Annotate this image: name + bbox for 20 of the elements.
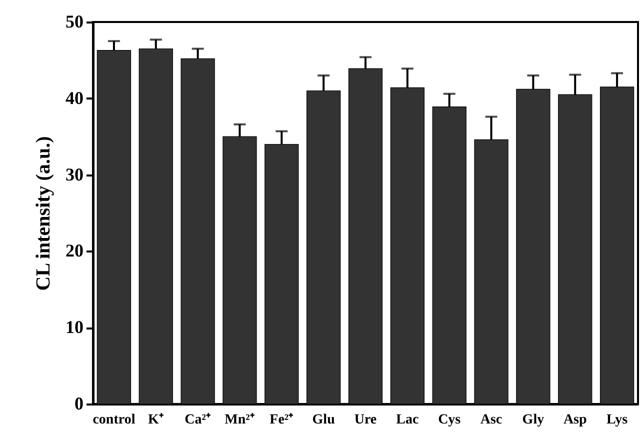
x-tick-label: Mn²⁺	[224, 412, 255, 428]
y-tick-label: 20	[66, 240, 84, 261]
y-axis-title: CL intensity (a.u.)	[32, 136, 54, 291]
x-tick-label: Asp	[563, 412, 587, 428]
y-tick-label: 30	[66, 164, 84, 184]
x-tick-label: Glu	[312, 412, 336, 428]
y-tick-label: 10	[66, 317, 84, 338]
y-tick-label: 40	[66, 88, 84, 108]
x-tick-label: Cys	[438, 412, 462, 428]
x-tick-label: Fe²⁺	[270, 412, 294, 428]
y-tick-label: 50	[66, 12, 84, 32]
y-tick-label: 0	[74, 394, 84, 414]
x-tick-label: control	[92, 412, 136, 428]
x-tick-label: Ure	[354, 412, 377, 428]
x-tick-label: Gly	[522, 412, 544, 428]
x-tick-label: Asc	[480, 412, 502, 428]
x-tick-label: Ca²⁺	[184, 412, 211, 428]
x-tick-label: Lac	[396, 412, 419, 428]
x-tick-label: K⁺	[148, 412, 164, 428]
x-tick-label: Lys	[606, 412, 628, 428]
